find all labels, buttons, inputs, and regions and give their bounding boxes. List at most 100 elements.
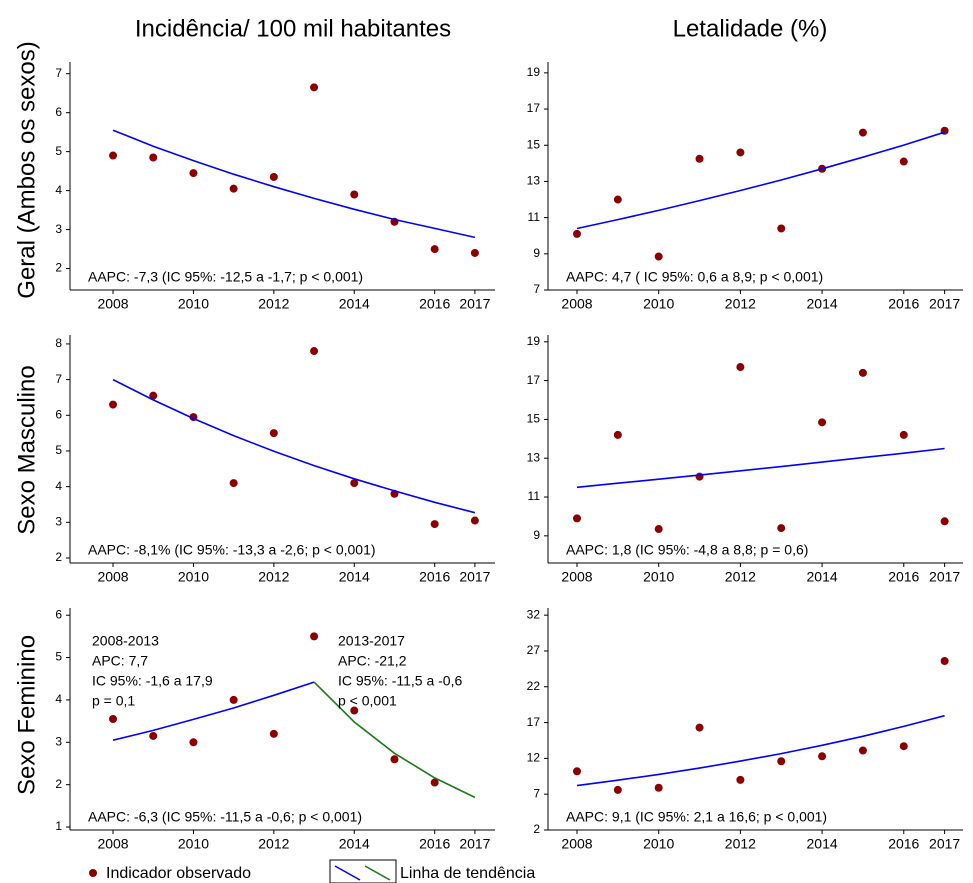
data-point [858,746,867,755]
data-point [109,715,118,723]
data-point [573,229,582,238]
x-tick-label: 2014 [339,836,370,852]
trend-line [576,714,945,787]
x-tick-label: 2017 [459,296,490,312]
data-point [430,520,439,529]
y-tick-label: 3 [55,222,62,236]
x-tick-label: 2016 [888,836,919,852]
y-tick-label: 2 [55,261,62,275]
data-point [777,524,786,533]
annotation: AAPC: 1,8 (IC 95%: -4,8 a 8,8; p = 0,6) [566,542,808,558]
segment-note: p < 0,001 [338,693,397,709]
y-tick-label: 19 [527,334,541,348]
data-point [613,430,622,439]
y-tick-label: 4 [55,183,62,197]
x-tick-label: 2016 [888,569,919,585]
annotation: AAPC: -7,3 (IC 95%: -12,5 a -1,7; p < 0,… [88,269,363,285]
y-tick-label: 11 [528,489,541,503]
y-tick-label: 11 [528,210,541,224]
x-tick-label: 2017 [929,296,960,312]
data-point [777,757,786,766]
row-title: Geral (Ambos os sexos) [13,41,40,298]
trend-line [576,447,945,489]
x-tick-label: 2012 [725,569,756,585]
segment-note: IC 95%: -1,6 a 17,9 [92,673,213,689]
x-tick-label: 2008 [561,296,592,312]
data-point [350,190,359,199]
x-tick-label: 2014 [807,836,838,852]
trend-line [313,681,476,799]
y-tick-label: 4 [55,479,62,493]
data-point [695,472,704,481]
x-tick-label: 2017 [459,569,490,585]
data-point [189,169,198,178]
segment-note: 2008-2013 [92,633,159,649]
legend-box [329,859,397,883]
data-point [736,363,745,372]
segment-note: IC 95%: -11,5 a -0,6 [338,673,462,689]
data-point [899,742,908,751]
x-tick-label: 2012 [258,296,289,312]
x-tick-label: 2016 [419,836,450,852]
data-point [573,767,582,776]
x-tick-label: 2010 [643,836,674,852]
y-tick-label: 2 [533,822,540,836]
y-tick-label: 2 [55,550,62,564]
y-tick-label: 6 [55,105,62,119]
data-point [149,731,158,740]
data-point [269,429,278,438]
data-point [310,347,319,356]
y-tick-label: 1 [55,819,62,833]
x-tick-label: 2014 [807,296,838,312]
y-tick-label: 13 [527,174,541,188]
data-point [269,172,278,181]
y-tick-label: 3 [55,734,62,748]
data-point [818,418,827,427]
x-tick-label: 2012 [258,836,289,852]
trend-line [112,129,476,239]
annotation: AAPC: 9,1 (IC 95%: 2,1 a 16,6; p < 0,001… [566,809,827,825]
x-tick-label: 2012 [725,296,756,312]
x-tick-label: 2017 [929,569,960,585]
data-point [940,656,949,665]
x-tick-label: 2012 [725,836,756,852]
data-point [229,695,238,704]
data-point [940,517,949,526]
y-tick-label: 7 [533,282,540,296]
x-tick-label: 2017 [459,836,490,852]
data-point [390,755,399,764]
y-tick-label: 13 [527,450,541,464]
y-tick-label: 27 [527,643,541,657]
segment-note: 2013-2017 [338,633,405,649]
data-point [858,128,867,137]
x-tick-label: 2008 [97,296,128,312]
data-point [310,83,319,92]
data-point [818,752,827,761]
legend-line [364,865,391,881]
data-point [229,184,238,193]
data-point [899,430,908,439]
data-point [229,479,238,488]
data-point [613,785,622,794]
data-point [109,400,118,409]
y-tick-label: 8 [55,336,62,350]
y-tick-label: 12 [527,751,541,765]
y-tick-label: 5 [55,650,62,664]
data-point [899,157,908,166]
x-tick-label: 2012 [258,569,289,585]
y-tick-label: 4 [55,692,62,706]
data-point [269,729,278,738]
data-point [189,738,198,747]
y-tick-label: 7 [55,372,62,386]
y-tick-label: 22 [527,679,541,693]
data-point [470,248,479,257]
y-tick-label: 15 [527,137,541,151]
legend-label: Linha de tendência [400,865,535,882]
x-tick-label: 2010 [643,569,674,585]
x-tick-label: 2014 [339,296,370,312]
y-tick-label: 9 [533,246,540,260]
y-tick-label: 9 [533,528,540,542]
data-point [695,723,704,732]
